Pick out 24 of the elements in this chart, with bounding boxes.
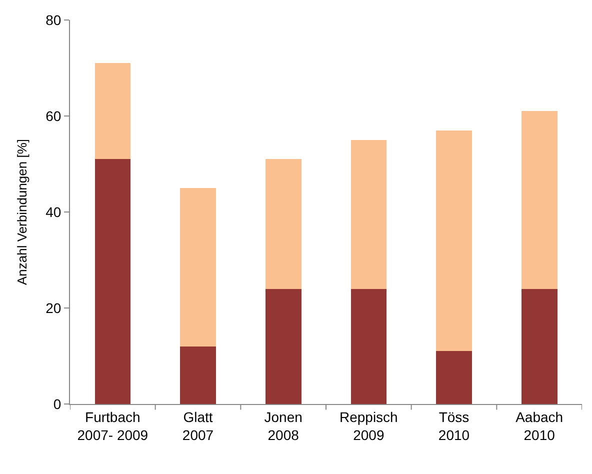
bar (350, 140, 387, 289)
x-tick-label: Furtbach 2007- 2009 (77, 408, 148, 443)
bar (521, 111, 558, 289)
bar (350, 288, 387, 404)
y-tick-label: 60 (46, 108, 62, 124)
x-tick-label: Aabach 2010 (516, 408, 564, 443)
bar (436, 351, 472, 404)
bar (94, 63, 131, 160)
y-tick-label: 40 (46, 204, 62, 220)
bar (94, 159, 131, 404)
bar (436, 130, 472, 352)
x-tick-label: Reppisch 2009 (339, 408, 398, 443)
bar (180, 188, 216, 346)
x-tick-label: Glatt 2007 (182, 408, 214, 443)
x-tick-label: Töss 2010 (438, 408, 470, 443)
bar (521, 288, 558, 404)
y-tick-label: 80 (46, 12, 62, 28)
y-tick-label: 20 (46, 300, 62, 316)
y-axis-title: Anzahl Verbindungen [%] (14, 139, 30, 285)
bar (265, 159, 302, 289)
bar (180, 346, 216, 404)
x-tick-label: Jonen 2008 (264, 408, 302, 443)
bar (265, 288, 302, 404)
y-tick-label: 0 (53, 396, 62, 412)
